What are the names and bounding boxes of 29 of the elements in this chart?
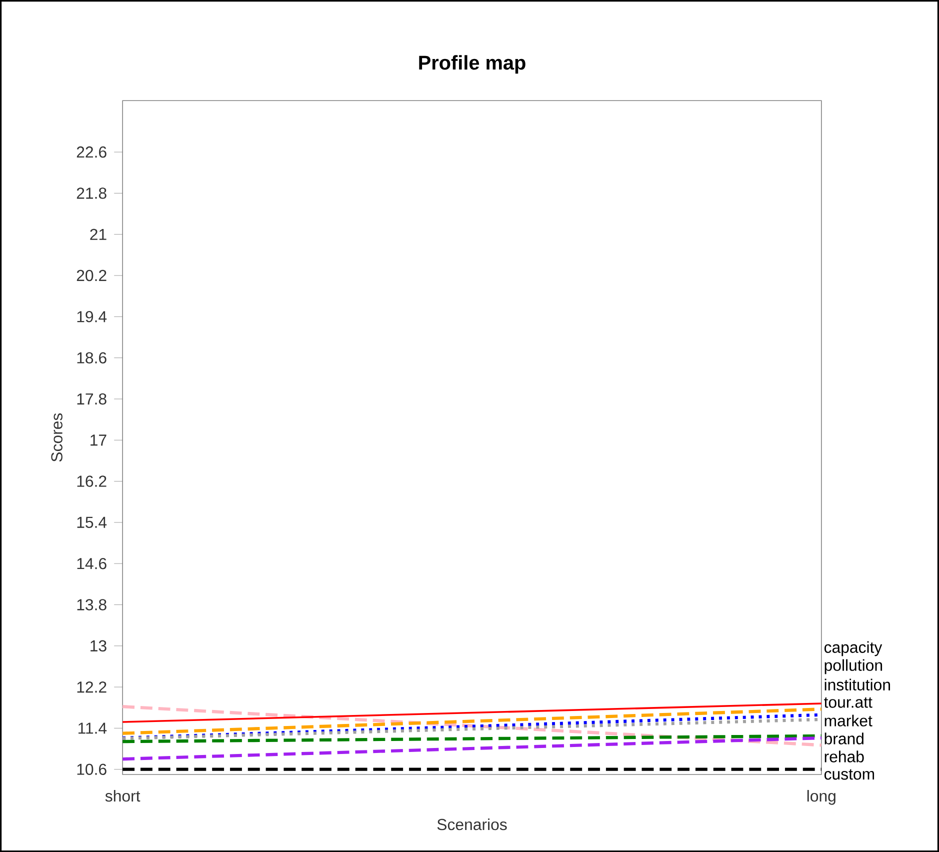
y-tick-label: 20.2 xyxy=(76,270,106,282)
text: capacity xyxy=(824,641,882,656)
chart-title: Profile map xyxy=(419,55,526,74)
y-tick-label: 17.8 xyxy=(77,393,106,405)
y-tick-label: 22.6 xyxy=(76,146,106,158)
series-label: market xyxy=(824,714,872,726)
y-tick-label: 18.6 xyxy=(77,352,106,364)
y-tick-label: 17 xyxy=(90,434,106,446)
y-tick-label: 15.4 xyxy=(77,516,107,528)
y-tick-label: 16.2 xyxy=(77,476,106,487)
text: pollution xyxy=(824,659,882,674)
y-tick-label: 19.4 xyxy=(77,310,107,322)
series-label: custom xyxy=(824,769,874,780)
y-tick-label: 21.8 xyxy=(76,188,106,199)
series-label: institution xyxy=(824,678,890,690)
y-tick-label: 10.6 xyxy=(77,764,106,775)
series-label: rehab xyxy=(824,750,864,762)
y-tick-label: 13 xyxy=(90,640,106,652)
y-axis-title: Scores xyxy=(51,413,62,462)
y-tick-label: 21 xyxy=(90,228,106,240)
x-tick-label: short xyxy=(105,790,140,802)
series-label: tour.att xyxy=(824,697,872,708)
y-tick-label: 12.2 xyxy=(77,681,106,693)
y-tick-label: 11.4 xyxy=(78,722,107,734)
y-tick-label: 14.6 xyxy=(77,558,106,570)
x-tick-label: long xyxy=(807,790,836,805)
series-label: brand xyxy=(824,732,864,744)
x-axis-title: Scenarios xyxy=(437,818,507,830)
y-tick-label: 13.8 xyxy=(77,599,106,610)
